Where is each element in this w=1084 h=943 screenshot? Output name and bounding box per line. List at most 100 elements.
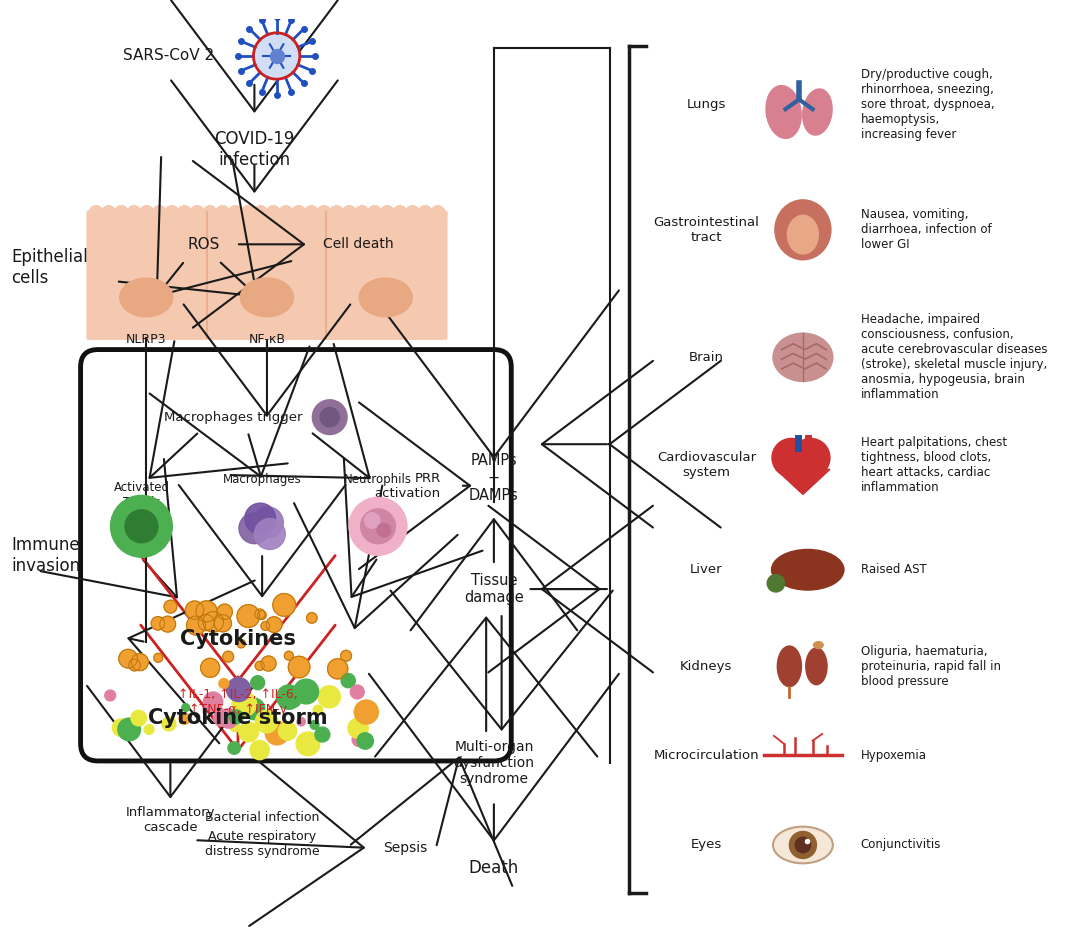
Circle shape: [129, 659, 141, 670]
Circle shape: [315, 727, 330, 742]
Circle shape: [217, 604, 232, 620]
Text: Neutrophils: Neutrophils: [344, 473, 412, 487]
Circle shape: [254, 744, 264, 755]
Circle shape: [162, 717, 176, 731]
Text: COVID-19
infection: COVID-19 infection: [215, 130, 295, 169]
Circle shape: [127, 206, 141, 219]
Circle shape: [320, 407, 339, 427]
Circle shape: [196, 601, 217, 622]
Ellipse shape: [359, 278, 412, 317]
Text: Hypoxemia: Hypoxemia: [861, 749, 927, 762]
Circle shape: [153, 206, 166, 219]
Circle shape: [276, 685, 301, 709]
Circle shape: [198, 615, 215, 631]
Circle shape: [261, 656, 276, 671]
Circle shape: [364, 513, 379, 528]
Circle shape: [289, 696, 300, 707]
Text: Brain: Brain: [688, 351, 724, 364]
Circle shape: [229, 206, 242, 219]
Ellipse shape: [777, 646, 801, 687]
Text: Cardiovascular
system: Cardiovascular system: [657, 452, 756, 479]
Circle shape: [327, 659, 348, 679]
Circle shape: [131, 710, 146, 726]
Circle shape: [216, 206, 230, 219]
Circle shape: [254, 206, 268, 219]
Circle shape: [154, 653, 163, 662]
Circle shape: [258, 611, 267, 620]
Circle shape: [255, 661, 264, 670]
Text: Kidneys: Kidneys: [680, 660, 733, 672]
Circle shape: [89, 206, 103, 219]
Text: Bacterial infection: Bacterial infection: [205, 811, 320, 824]
Text: Nausea, vomiting,
diarrhoea, infection of
lower GI: Nausea, vomiting, diarrhoea, infection o…: [861, 208, 992, 252]
Circle shape: [214, 710, 230, 726]
Circle shape: [185, 601, 204, 620]
Circle shape: [140, 206, 154, 219]
Text: Acute respiratory
distress syndrome: Acute respiratory distress syndrome: [205, 831, 320, 858]
Circle shape: [307, 613, 318, 623]
Circle shape: [319, 686, 340, 708]
Circle shape: [350, 685, 364, 699]
Ellipse shape: [772, 550, 844, 590]
Circle shape: [310, 720, 319, 729]
Circle shape: [367, 206, 382, 219]
Circle shape: [201, 658, 220, 677]
Circle shape: [261, 621, 270, 630]
Circle shape: [288, 656, 310, 678]
Circle shape: [215, 615, 232, 632]
Circle shape: [111, 495, 172, 557]
Text: Inflammatory
cascade: Inflammatory cascade: [126, 806, 215, 835]
Circle shape: [186, 616, 206, 635]
Text: PAMPs
+
DAMPs: PAMPs + DAMPs: [469, 453, 519, 503]
Text: Microcirculation: Microcirculation: [654, 749, 759, 762]
Circle shape: [380, 206, 393, 219]
Text: ↑IL-1, ↑IL-2, ↑IL-6,
↑TNF-α, ↑IFN-γ: ↑IL-1, ↑IL-2, ↑IL-6, ↑TNF-α, ↑IFN-γ: [178, 687, 298, 716]
Circle shape: [238, 513, 270, 544]
Circle shape: [772, 438, 811, 477]
Circle shape: [144, 724, 154, 735]
Bar: [88, 211, 446, 219]
FancyBboxPatch shape: [80, 350, 512, 761]
Circle shape: [113, 720, 130, 736]
Text: Multi-organ
dysfunction
syndrome: Multi-organ dysfunction syndrome: [453, 739, 534, 786]
Text: Headache, impaired
consciousness, confusion,
acute cerebrovascular diseases
(str: Headache, impaired consciousness, confus…: [861, 313, 1047, 402]
Text: Epithelial
cells: Epithelial cells: [11, 248, 88, 287]
Circle shape: [223, 652, 234, 662]
Text: Macrophages trigger: Macrophages trigger: [164, 410, 302, 423]
Text: NLRP3: NLRP3: [126, 333, 167, 346]
Ellipse shape: [805, 648, 827, 685]
Text: Cell death: Cell death: [323, 238, 393, 251]
Circle shape: [243, 698, 264, 720]
Circle shape: [352, 733, 365, 747]
Circle shape: [237, 604, 260, 627]
Ellipse shape: [775, 200, 831, 259]
Ellipse shape: [787, 215, 818, 254]
Text: Eyes: Eyes: [691, 838, 722, 852]
Text: Gastrointestinal
tract: Gastrointestinal tract: [654, 216, 759, 244]
Circle shape: [341, 673, 356, 687]
Circle shape: [767, 574, 785, 592]
Circle shape: [232, 692, 257, 717]
Text: Sepsis: Sepsis: [383, 841, 427, 855]
Circle shape: [164, 601, 177, 613]
Circle shape: [296, 732, 320, 755]
Circle shape: [245, 504, 275, 534]
Polygon shape: [776, 470, 830, 494]
Ellipse shape: [773, 827, 833, 864]
Ellipse shape: [119, 278, 172, 317]
Circle shape: [178, 206, 192, 219]
Circle shape: [242, 206, 255, 219]
Circle shape: [237, 639, 245, 648]
Text: Macrophages: Macrophages: [222, 473, 301, 487]
Circle shape: [330, 206, 344, 219]
Circle shape: [228, 742, 241, 754]
Text: Death: Death: [468, 859, 519, 877]
Text: SARS-CoV 2: SARS-CoV 2: [122, 48, 214, 63]
Circle shape: [119, 650, 138, 668]
Circle shape: [204, 692, 222, 711]
Circle shape: [267, 617, 282, 633]
Circle shape: [115, 206, 128, 219]
Text: Immune
invasion: Immune invasion: [11, 536, 80, 574]
Circle shape: [405, 206, 420, 219]
Circle shape: [349, 497, 406, 555]
